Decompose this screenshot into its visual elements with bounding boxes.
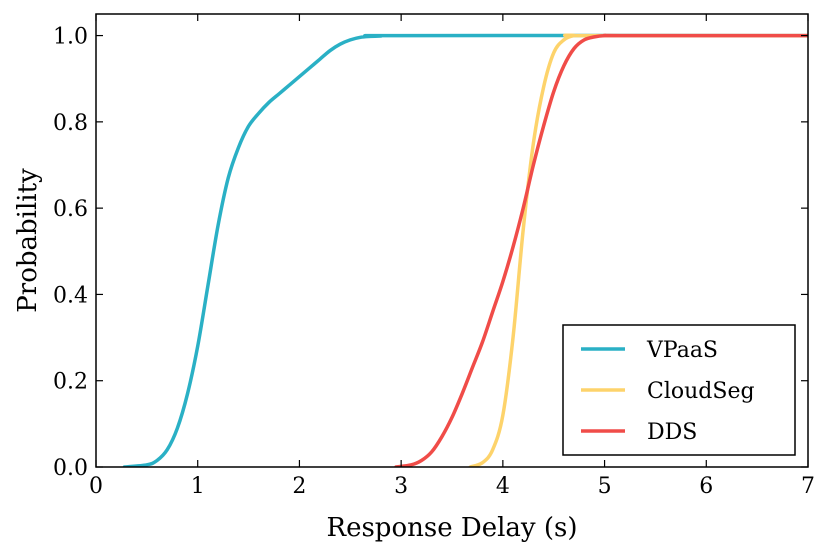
series-line-vpaas (122, 33, 808, 467)
series-layer (122, 33, 808, 467)
x-tick-label: 3 (394, 474, 408, 499)
x-tick-label: 7 (801, 474, 815, 499)
y-tick-label: 0.4 (53, 283, 88, 308)
y-tick-label: 0.2 (53, 370, 88, 395)
x-tick-label: 5 (598, 474, 612, 499)
y-axis-title: Probability (13, 168, 43, 313)
x-tick-label: 4 (496, 474, 510, 499)
legend-label-vpaas: VPaaS (646, 338, 718, 363)
plot-frame (95, 13, 809, 468)
x-tick-label: 1 (191, 474, 205, 499)
legend-label-cloudseg: CloudSeg (647, 379, 755, 404)
y-tick-label: 0.6 (53, 197, 88, 222)
x-axis-ticks: 0 1 2 3 4 5 6 7 (89, 14, 815, 499)
y-tick-label: 0.0 (53, 456, 88, 481)
y-tick-label: 0.8 (53, 111, 88, 136)
x-tick-label: 6 (699, 474, 713, 499)
series-line-cloudseg (468, 33, 808, 467)
y-axis-ticks: 0.0 0.2 0.4 0.6 0.8 1.0 (53, 25, 808, 481)
x-tick-label: 0 (89, 474, 103, 499)
legend: VPaaS CloudSeg DDS (562, 324, 796, 456)
legend-label-dds: DDS (647, 420, 697, 445)
x-tick-label: 2 (292, 474, 306, 499)
y-tick-label: 1.0 (53, 25, 88, 50)
x-axis-title: Response Delay (s) (327, 513, 578, 543)
series-line-dds (394, 33, 808, 467)
